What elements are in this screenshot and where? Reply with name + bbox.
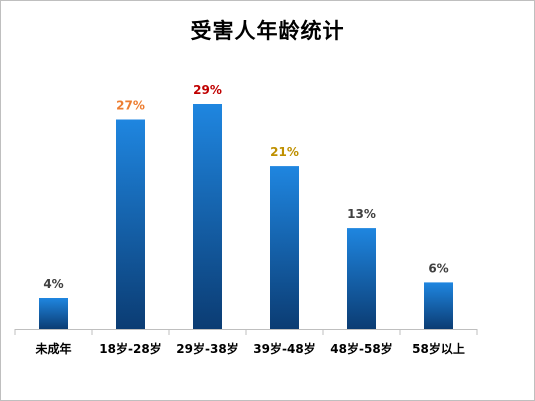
chart-title: 受害人年龄统计: [190, 18, 345, 43]
bar-5: [424, 282, 453, 329]
bar-1: [116, 119, 145, 329]
tick-label-3: 39岁-48岁: [253, 341, 315, 356]
data-label-5: 6%: [428, 261, 448, 275]
tick-label-1: 18岁-28岁: [99, 341, 161, 356]
tick-label-4: 48岁-58岁: [330, 341, 392, 356]
bar-2: [193, 104, 222, 329]
tick-label-5: 58岁以上: [412, 341, 465, 356]
data-label-1: 27%: [116, 99, 145, 113]
data-label-2: 29%: [193, 83, 222, 97]
tick-label-0: 未成年: [34, 341, 71, 356]
data-label-4: 13%: [347, 207, 376, 221]
bar-4: [347, 228, 376, 329]
bar-3: [270, 166, 299, 329]
data-label-0: 4%: [43, 277, 63, 291]
tick-label-2: 29岁-38岁: [176, 341, 238, 356]
data-label-3: 21%: [270, 145, 299, 159]
bar-0: [39, 298, 68, 329]
